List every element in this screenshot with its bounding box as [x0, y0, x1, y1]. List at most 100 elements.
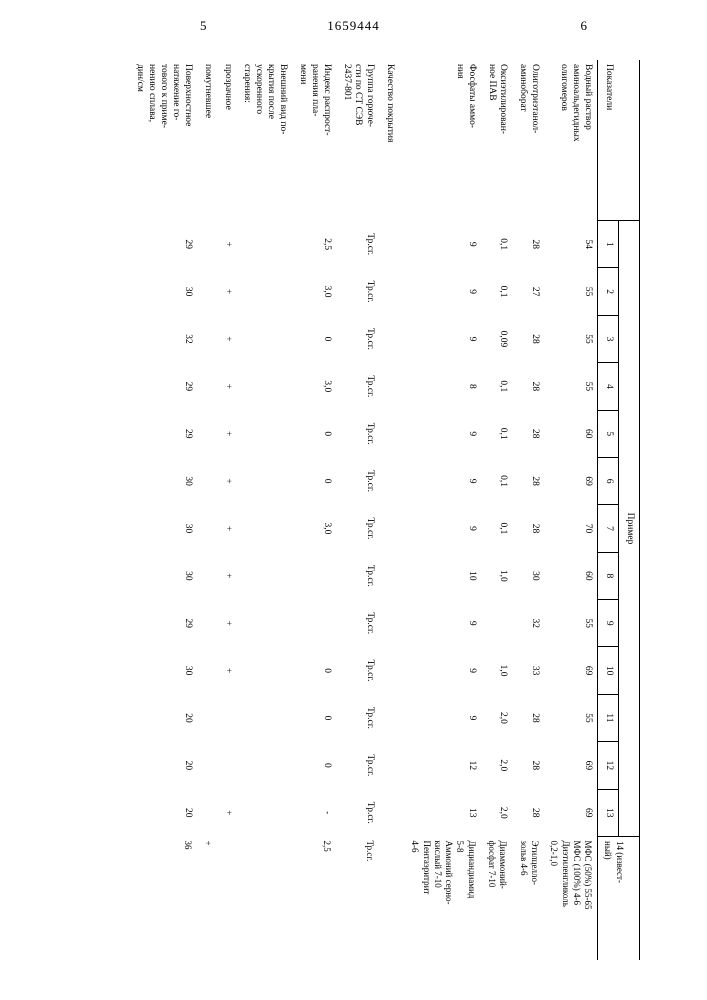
known-cell: Диаммоний- фосфат 7-10 [481, 837, 513, 961]
data-cell: 3,0 [292, 363, 336, 410]
data-cell: + [217, 600, 237, 647]
data-cell: + [217, 315, 237, 362]
data-table: Показатели Пример 14 (извест- ный) 12345… [130, 60, 641, 960]
table-row: помутневшее+ [197, 60, 217, 960]
data-cell: 9 [405, 505, 481, 552]
data-cell: 20 [130, 789, 197, 837]
known-cell: + [197, 837, 217, 961]
data-cell: 69 [544, 457, 598, 504]
data-cell: 29 [130, 363, 197, 410]
data-cell [197, 552, 217, 599]
data-cell [237, 600, 293, 647]
data-cell [197, 647, 217, 694]
data-cell: 0 [292, 694, 336, 741]
data-cell: Тр.сг. [336, 742, 380, 789]
header-row-1: Показатели Пример 14 (извест- ный) [619, 60, 640, 960]
data-cell: 60 [544, 410, 598, 457]
data-cell: 28 [513, 315, 545, 362]
data-cell: 0,1 [481, 457, 513, 504]
data-cell: 8 [405, 363, 481, 410]
data-cell: 28 [513, 363, 545, 410]
data-cell: 9 [405, 315, 481, 362]
column-header: 9 [598, 600, 619, 647]
data-cell: + [217, 268, 237, 315]
data-cell: 9 [405, 600, 481, 647]
table-row: Индекс распрост- ранения пла- мени2,53,0… [292, 60, 336, 960]
column-header: 2 [598, 268, 619, 315]
data-cell: Тр.сг. [336, 505, 380, 552]
row-label: Олиготриэтанол- аминоборат [513, 60, 545, 221]
known-cell: Дициандиамид 5-8 Аммоний серно- кислый 7… [405, 837, 481, 961]
data-cell: 20 [130, 694, 197, 741]
column-header: 4 [598, 363, 619, 410]
page-number-left: 5 [200, 18, 207, 34]
data-cell: 28 [513, 742, 545, 789]
data-cell: 1,0 [481, 552, 513, 599]
data-cell: 30 [130, 457, 197, 504]
data-cell: 9 [405, 457, 481, 504]
table-body-quality: Группа горюче- сти по СТ СЭВ 2437-801 Тр.… [130, 60, 380, 960]
group-label: Пример [619, 221, 640, 837]
known-cell [237, 837, 293, 961]
table-row: Оксиэтилирован- ное ПАВ0,10,10,090,10,10… [481, 60, 513, 960]
column-header: 10 [598, 647, 619, 694]
known-column-header: 14 (извест- ный) [598, 837, 640, 961]
data-cell [197, 268, 217, 315]
data-cell: 55 [544, 694, 598, 741]
section2-label: Качество покрытия [379, 60, 405, 960]
data-cell: Тр.сг. [336, 789, 380, 837]
data-cell [237, 694, 293, 741]
data-cell: + [217, 647, 237, 694]
data-cell: 70 [544, 505, 598, 552]
document-number: 1659444 [327, 18, 380, 34]
data-cell [197, 363, 217, 410]
column-header: 8 [598, 552, 619, 599]
data-cell: 30 [513, 552, 545, 599]
data-cell: 2,0 [481, 789, 513, 837]
data-cell: 28 [513, 410, 545, 457]
row-label: Поверхностное натяжение го- тового к при… [130, 60, 197, 221]
data-cell [197, 742, 217, 789]
data-cell: + [217, 505, 237, 552]
column-header: 6 [598, 457, 619, 504]
table-rotated-container: Показатели Пример 14 (извест- ный) 12345… [80, 60, 640, 960]
row-label: Внешний вид по- крытия после ускоренного… [237, 60, 293, 221]
data-cell: + [217, 789, 237, 837]
row-label: Водный раствор аминоальдегидных олигомер… [544, 60, 598, 221]
row-label: прозрачное [217, 60, 237, 221]
data-cell: 33 [513, 647, 545, 694]
data-cell [237, 742, 293, 789]
data-cell: 60 [544, 552, 598, 599]
data-cell: 0 [292, 315, 336, 362]
data-cell: 2,5 [292, 221, 336, 268]
data-cell: 27 [513, 268, 545, 315]
data-cell: 2,0 [481, 742, 513, 789]
table-row: Поверхностное натяжение го- тового к при… [130, 60, 197, 960]
data-cell [197, 315, 217, 362]
data-cell [237, 410, 293, 457]
data-cell: + [217, 363, 237, 410]
row-label: Группа горюче- сти по СТ СЭВ 2437-801 [336, 60, 380, 221]
data-cell: - [292, 789, 336, 837]
data-cell: 0,1 [481, 505, 513, 552]
data-cell: Тр.сг. [336, 647, 380, 694]
table-row: Внешний вид по- крытия после ускоренного… [237, 60, 293, 960]
data-cell [237, 363, 293, 410]
data-cell: 30 [130, 505, 197, 552]
data-cell [237, 221, 293, 268]
column-header: 3 [598, 315, 619, 362]
data-cell [197, 457, 217, 504]
data-cell: 30 [130, 647, 197, 694]
data-cell: 9 [405, 694, 481, 741]
data-cell: 29 [130, 410, 197, 457]
table-row: Группа горюче- сти по СТ СЭВ 2437-801 Тр.… [336, 60, 380, 960]
data-cell: 32 [513, 600, 545, 647]
known-cell: 2,5 [292, 837, 336, 961]
data-cell: 69 [544, 742, 598, 789]
data-cell: + [217, 410, 237, 457]
table-row: Водный раствор аминоальдегидных олигомер… [544, 60, 598, 960]
known-cell: МФС (50%) 55-65 МФС (100%) 4-6 Диэтиленг… [544, 837, 598, 961]
data-cell: + [217, 221, 237, 268]
data-cell: 3,0 [292, 505, 336, 552]
table-row: прозрачное+++++++++++ [217, 60, 237, 960]
